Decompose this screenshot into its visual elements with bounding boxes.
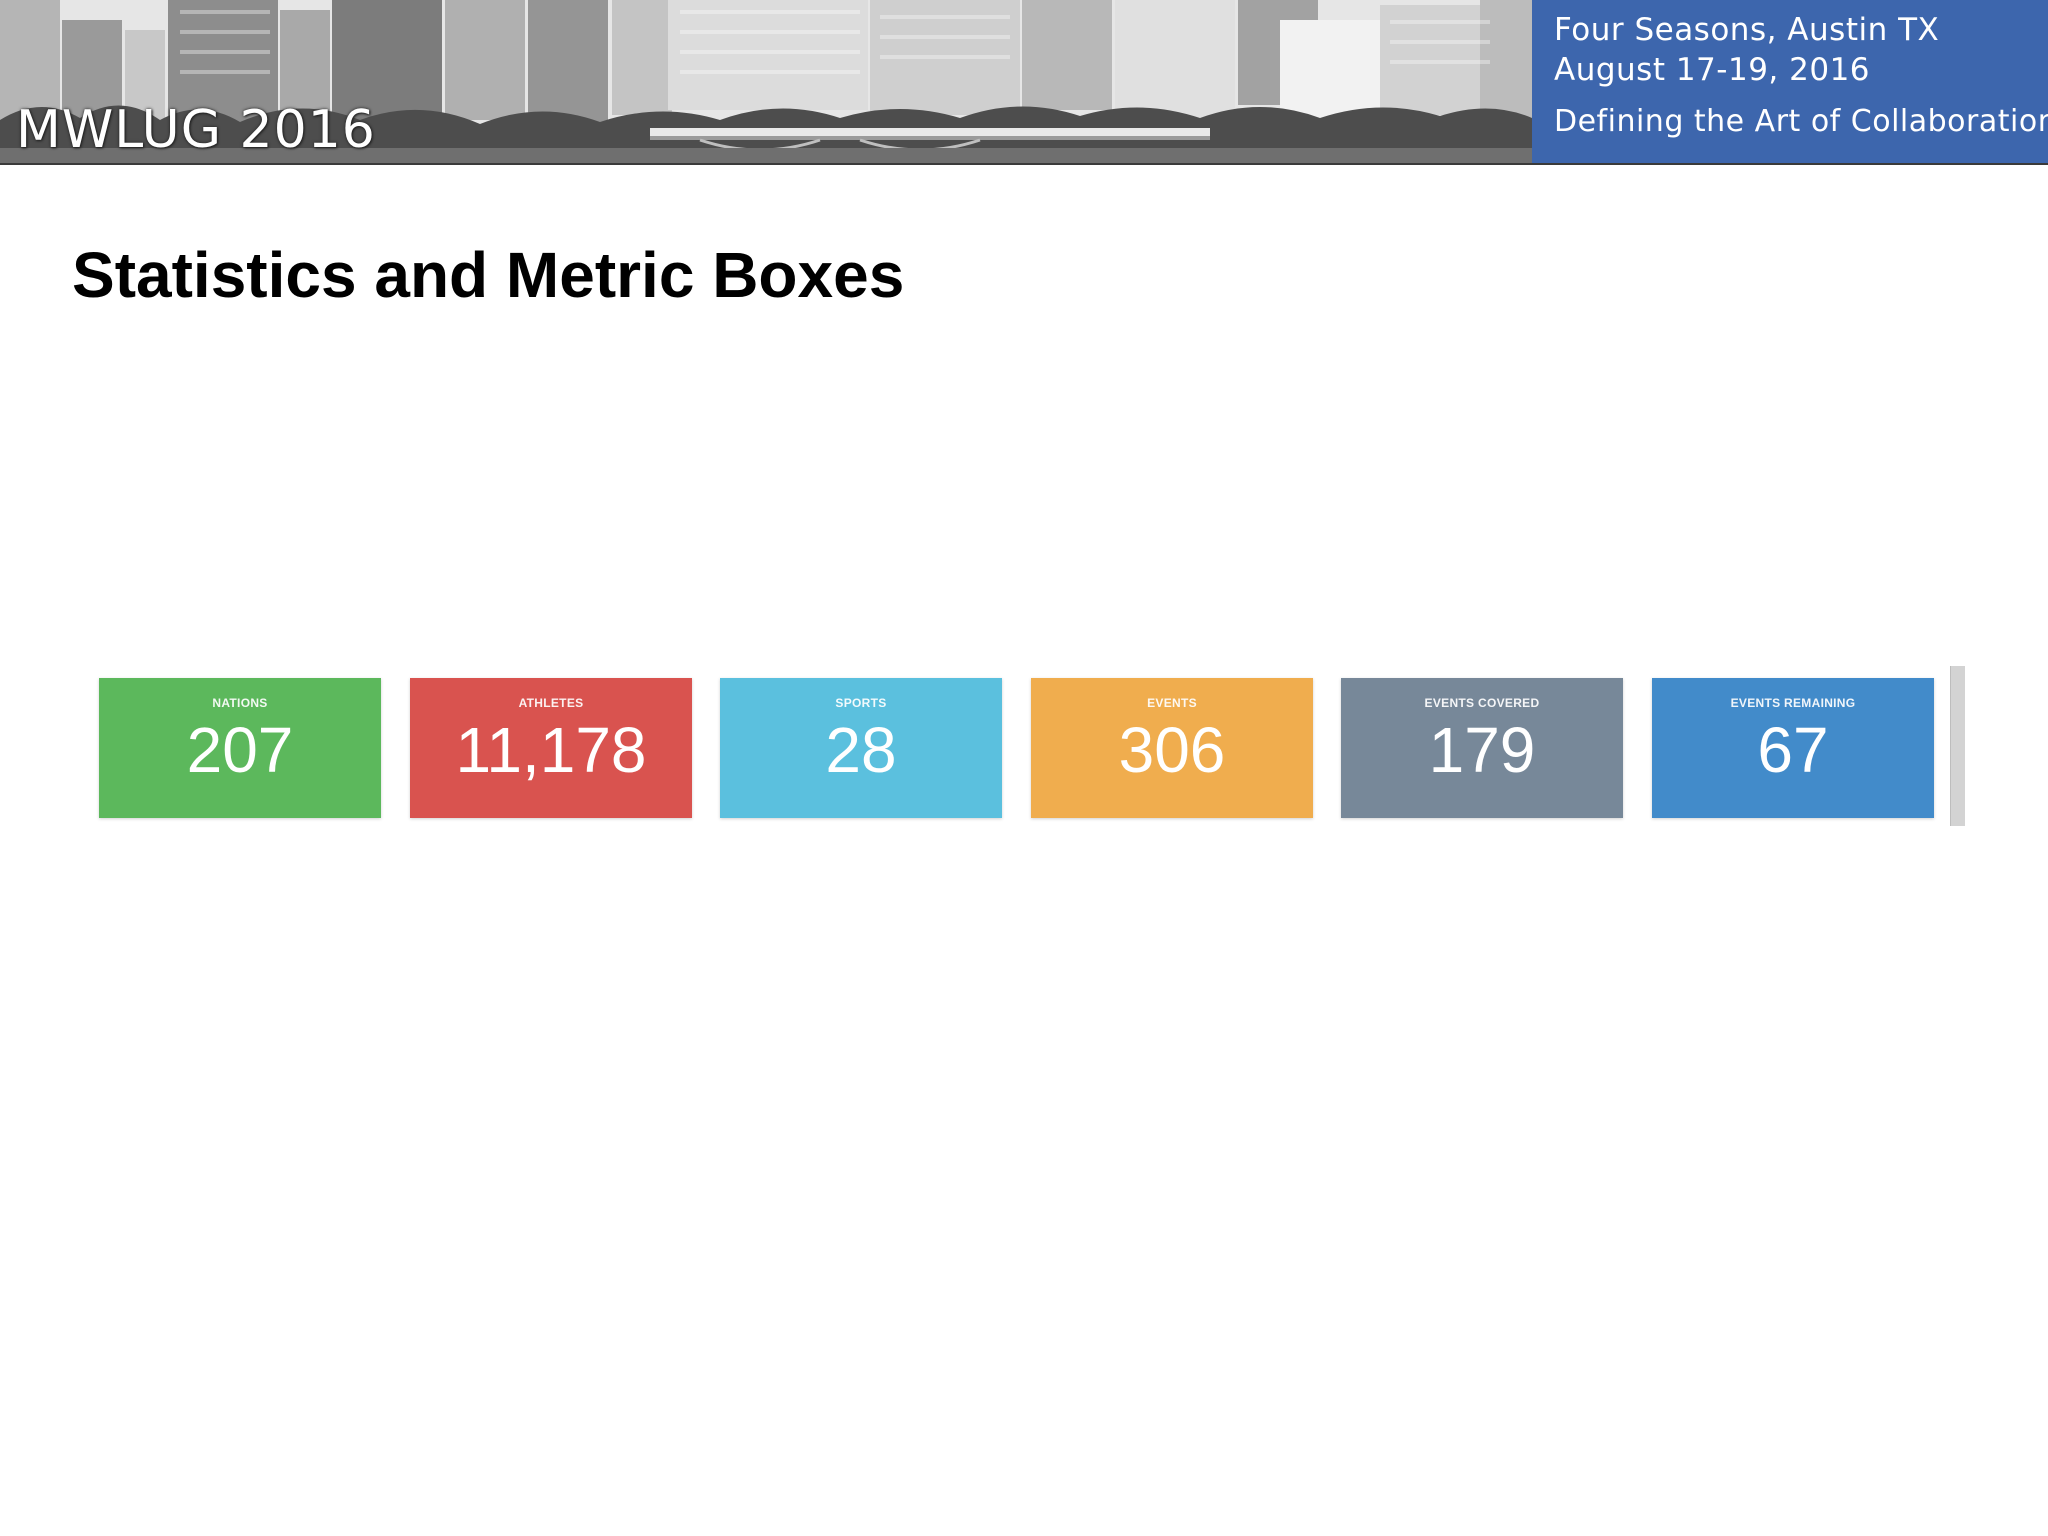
metric-value: 67 (1757, 714, 1829, 786)
event-info-panel: Four Seasons, Austin TX August 17-19, 20… (1532, 0, 2048, 163)
metric-box-events-remaining: EVENTS REMAINING 67 (1652, 678, 1934, 818)
metric-value: 306 (1118, 714, 1226, 786)
metric-label: EVENTS REMAINING (1730, 696, 1856, 710)
city-skyline-photo: MWLUG 2016 (0, 0, 1532, 163)
metric-box-events-covered: EVENTS COVERED 179 (1341, 678, 1623, 818)
skyline-image (0, 0, 1532, 163)
event-tagline: Defining the Art of Collaboration (1554, 104, 2048, 139)
scrollbar-edge[interactable] (1950, 666, 1965, 826)
metric-label: NATIONS (212, 696, 268, 710)
conference-name: MWLUG 2016 (16, 100, 376, 160)
metric-value: 28 (825, 714, 897, 786)
slide-title: Statistics and Metric Boxes (72, 239, 905, 311)
metric-box-athletes: ATHLETES 11,178 (410, 678, 692, 818)
metric-value: 179 (1428, 714, 1536, 786)
metric-label: SPORTS (835, 696, 887, 710)
metric-box-nations: NATIONS 207 (99, 678, 381, 818)
metric-label: EVENTS COVERED (1424, 696, 1540, 710)
metric-boxes-row: NATIONS 207 ATHLETES 11,178 SPORTS 28 EV… (99, 678, 1999, 818)
metric-box-events: EVENTS 306 (1031, 678, 1313, 818)
header-banner: MWLUG 2016 Four Seasons, Austin TX Augus… (0, 0, 2048, 165)
metric-label: EVENTS (1147, 696, 1197, 710)
metric-value: 11,178 (455, 714, 647, 786)
metric-label: ATHLETES (518, 696, 584, 710)
metric-value: 207 (186, 714, 294, 786)
metric-box-sports: SPORTS 28 (720, 678, 1002, 818)
event-dates: August 17-19, 2016 (1554, 52, 1871, 88)
event-location: Four Seasons, Austin TX (1554, 12, 1940, 48)
